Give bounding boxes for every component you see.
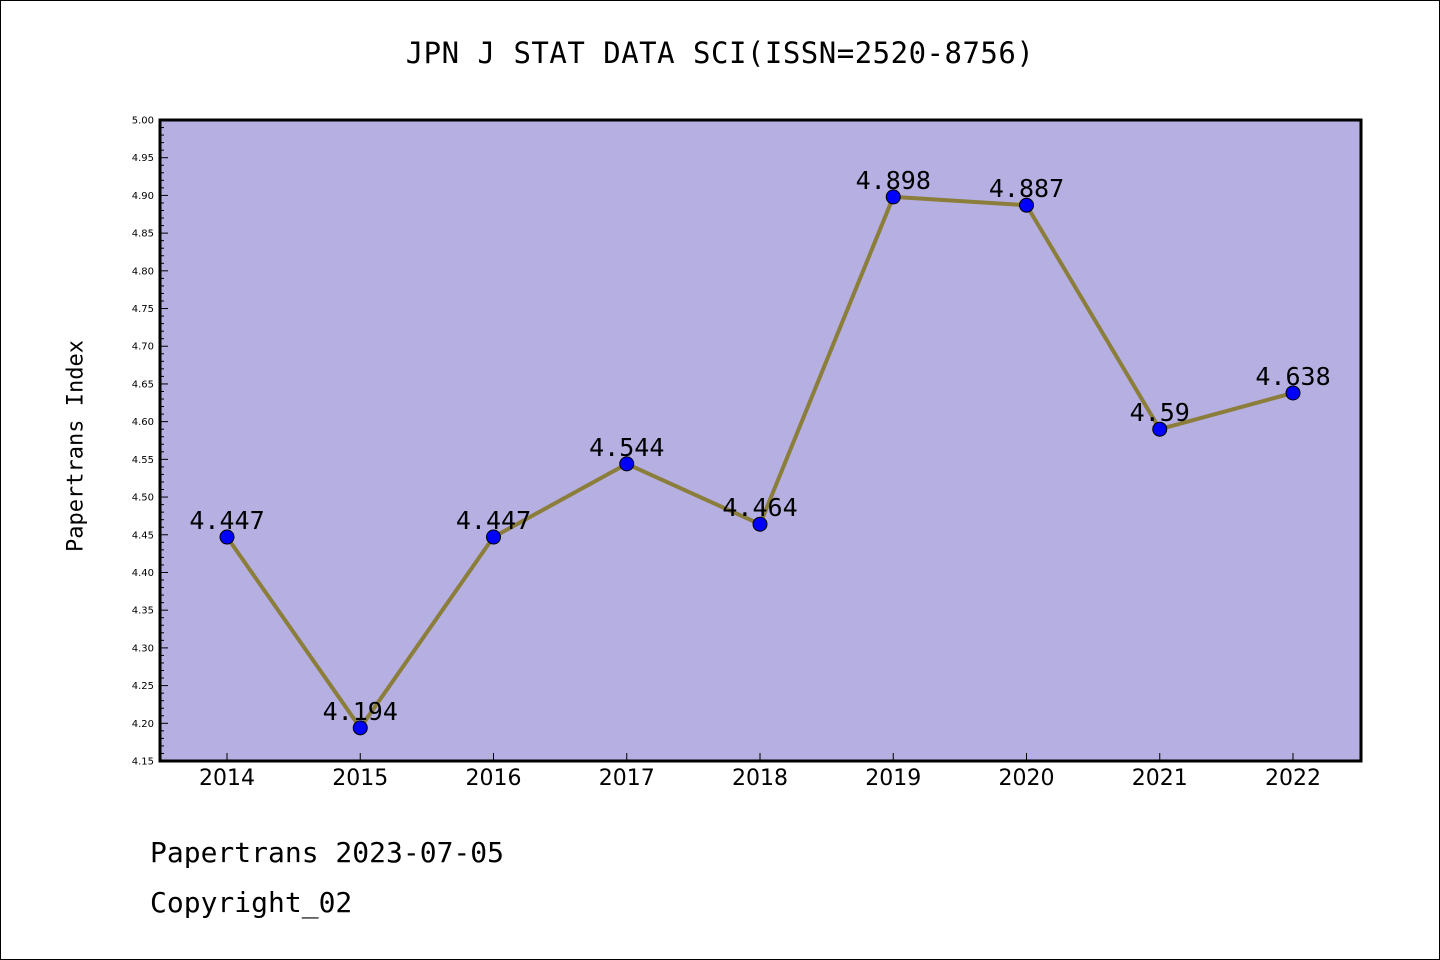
data-label: 4.898 [856, 166, 931, 195]
data-label: 4.194 [323, 697, 398, 726]
x-tick-label: 2014 [199, 766, 255, 791]
y-tick-label: 4.90 [132, 191, 154, 202]
x-tick-label: 2020 [999, 766, 1055, 791]
series-group: 4.447 4.194 4.447 4.544 4.464 4.898 4.887 4.59 4… [189, 166, 1331, 736]
chart-title: JPN J STAT DATA SCI(ISSN=2520-8756) [405, 36, 1035, 70]
x-axis: 2014 2015 2016 2017 2018 2019 2020 2021 2022 [199, 753, 1321, 791]
data-point [752, 516, 768, 532]
y-tick-label: 4.20 [132, 719, 154, 730]
x-tick-label: 2022 [1265, 766, 1321, 791]
y-tick-label: 4.15 [132, 757, 154, 768]
footer-copyright: Copyright_02 [150, 886, 353, 919]
data-label: 4.887 [989, 174, 1064, 203]
data-label: 4.638 [1255, 362, 1330, 391]
y-tick-label: 4.65 [132, 379, 154, 390]
x-tick-label: 2019 [865, 766, 921, 791]
y-tick-label: 4.60 [132, 417, 154, 428]
data-label: 4.447 [189, 506, 264, 535]
data-point [1285, 385, 1301, 401]
y-tick-label: 4.75 [132, 304, 154, 315]
data-label: 4.464 [722, 493, 797, 522]
x-tick-label: 2015 [332, 766, 388, 791]
plot-area [158, 118, 1363, 763]
x-tick-label: 2018 [732, 766, 788, 791]
y-tick-label: 4.30 [132, 643, 154, 654]
data-point [352, 720, 368, 736]
y-tick-label: 4.55 [132, 455, 154, 466]
x-tick-label: 2017 [599, 766, 655, 791]
data-point [1152, 421, 1168, 437]
x-tick-label: 2016 [466, 766, 522, 791]
y-tick-label: 4.70 [132, 342, 154, 353]
data-label: 4.447 [456, 506, 531, 535]
y-tick-label: 4.80 [132, 266, 154, 277]
x-tick-label: 2021 [1132, 766, 1188, 791]
y-tick-label: 4.35 [132, 606, 154, 617]
data-point [619, 456, 635, 472]
data-label: 4.544 [589, 433, 664, 462]
y-tick-label: 4.95 [132, 153, 154, 164]
data-point [885, 189, 901, 205]
y-axis: 4.15 4.20 4.25 4.30 4.35 4.40 4.45 4.50 4.55 4.60… [132, 116, 168, 768]
y-tick-label: 4.45 [132, 530, 154, 541]
footer-date: Papertrans 2023-07-05 [150, 836, 505, 869]
y-tick-label: 5.00 [132, 116, 154, 127]
data-point [486, 529, 501, 545]
y-tick-label: 4.85 [132, 229, 154, 240]
data-label: 4.59 [1130, 398, 1190, 427]
data-point [1019, 197, 1034, 213]
y-tick-label: 4.25 [132, 681, 154, 692]
y-tick-label: 4.50 [132, 493, 154, 504]
data-point [219, 529, 235, 545]
y-tick-label: 4.40 [132, 568, 154, 579]
